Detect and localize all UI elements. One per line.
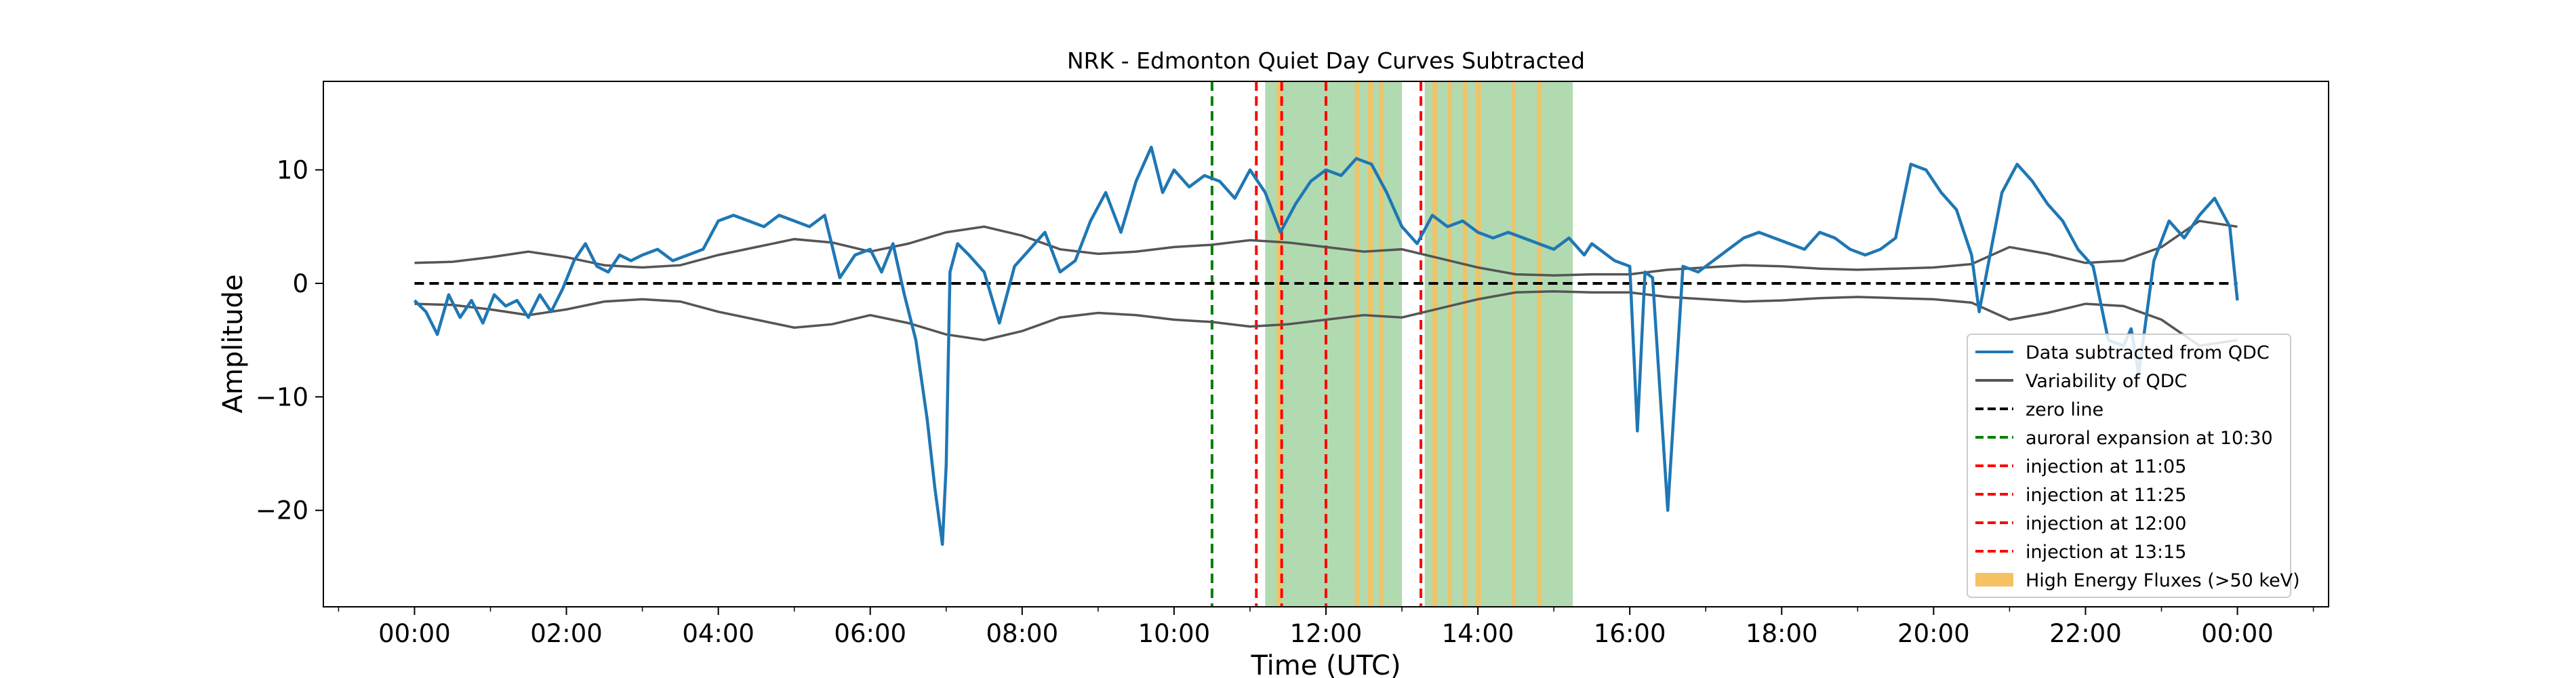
legend-entry-6: injection at 12:00: [1975, 513, 2186, 534]
high-energy-span-0: [1276, 81, 1283, 607]
x-tick-label-3: 06:00: [834, 619, 906, 648]
y-tick-label-2: −10: [256, 382, 308, 412]
high-energy-span-4: [1432, 81, 1438, 607]
x-tick-label-10: 20:00: [1897, 619, 1970, 648]
legend-label: Variability of QDC: [2026, 371, 2187, 392]
x-tick-label-12: 00:00: [2201, 619, 2274, 648]
legend-label: injection at 12:00: [2026, 513, 2186, 534]
spans-layer: [1265, 81, 1573, 607]
high-energy-span-8: [1512, 81, 1516, 607]
legend-label: High Energy Fluxes (>50 keV): [2026, 570, 2300, 591]
legend-entry-4: injection at 11:05: [1975, 456, 2186, 477]
legend-label: Data subtracted from QDC: [2026, 342, 2270, 363]
legend-label: injection at 11:25: [2026, 485, 2186, 506]
data-subtracted-line: [413, 145, 2239, 546]
high-energy-span-7: [1475, 81, 1481, 607]
legend-entry-0: Data subtracted from QDC: [1975, 342, 2270, 363]
plot-area: [413, 81, 2239, 607]
legend-box: [1967, 334, 2291, 598]
y-axis-label: Amplitude: [218, 275, 249, 414]
variability-upper-line: [414, 220, 2238, 277]
y-tick-label-1: 0: [292, 269, 308, 298]
legend-entry-7: injection at 13:15: [1975, 542, 2186, 563]
chart-title: NRK - Edmonton Quiet Day Curves Subtract…: [1067, 47, 1585, 74]
high-energy-span-1: [1354, 81, 1360, 607]
high-energy-span-6: [1462, 81, 1468, 607]
green-span-1: [1424, 81, 1573, 607]
lines-layer: [413, 145, 2239, 546]
x-tick-label-9: 18:00: [1746, 619, 1818, 648]
x-tick-label-2: 04:00: [682, 619, 754, 648]
y-axis: 10 0 −10 −20: [256, 156, 323, 525]
y-tick-label-3: −20: [256, 496, 308, 525]
high-energy-span-3: [1379, 81, 1384, 607]
legend-swatch: [1975, 573, 2013, 586]
legend-entry-3: auroral expansion at 10:30: [1975, 428, 2273, 449]
high-energy-span-9: [1537, 81, 1542, 607]
x-tick-label-6: 12:00: [1290, 619, 1363, 648]
legend-entry-2: zero line: [1975, 399, 2104, 420]
legend-label: injection at 13:15: [2026, 542, 2186, 563]
x-tick-label-5: 10:00: [1138, 619, 1211, 648]
y-tick-label-0: 10: [277, 156, 308, 185]
x-tick-label-8: 16:00: [1594, 619, 1666, 648]
legend-entry-5: injection at 11:25: [1975, 485, 2186, 506]
legend-label: zero line: [2026, 399, 2104, 420]
legend-label: injection at 11:05: [2026, 456, 2186, 477]
x-axis: 00:00 02:00 04:00 06:00 08:00 10:00 12:00 14:00…: [338, 607, 2314, 648]
x-tick-label-0: 00:00: [378, 619, 451, 648]
legend-entry-8: High Energy Fluxes (>50 keV): [1975, 570, 2300, 591]
legend-entry-1: Variability of QDC: [1975, 371, 2187, 392]
high-energy-span-5: [1447, 81, 1452, 607]
x-tick-label-7: 14:00: [1442, 619, 1514, 648]
variability-lower-line: [414, 290, 2238, 347]
events-layer: [1210, 81, 1423, 607]
legend-label: auroral expansion at 10:30: [2026, 428, 2273, 449]
legend: Data subtracted from QDC Variability of Q…: [1967, 334, 2300, 598]
high-energy-span-2: [1367, 81, 1373, 607]
x-tick-label-11: 22:00: [2049, 619, 2122, 648]
x-tick-label-1: 02:00: [530, 619, 603, 648]
x-axis-label: Time (UTC): [1250, 650, 1401, 678]
x-tick-label-4: 08:00: [986, 619, 1058, 648]
